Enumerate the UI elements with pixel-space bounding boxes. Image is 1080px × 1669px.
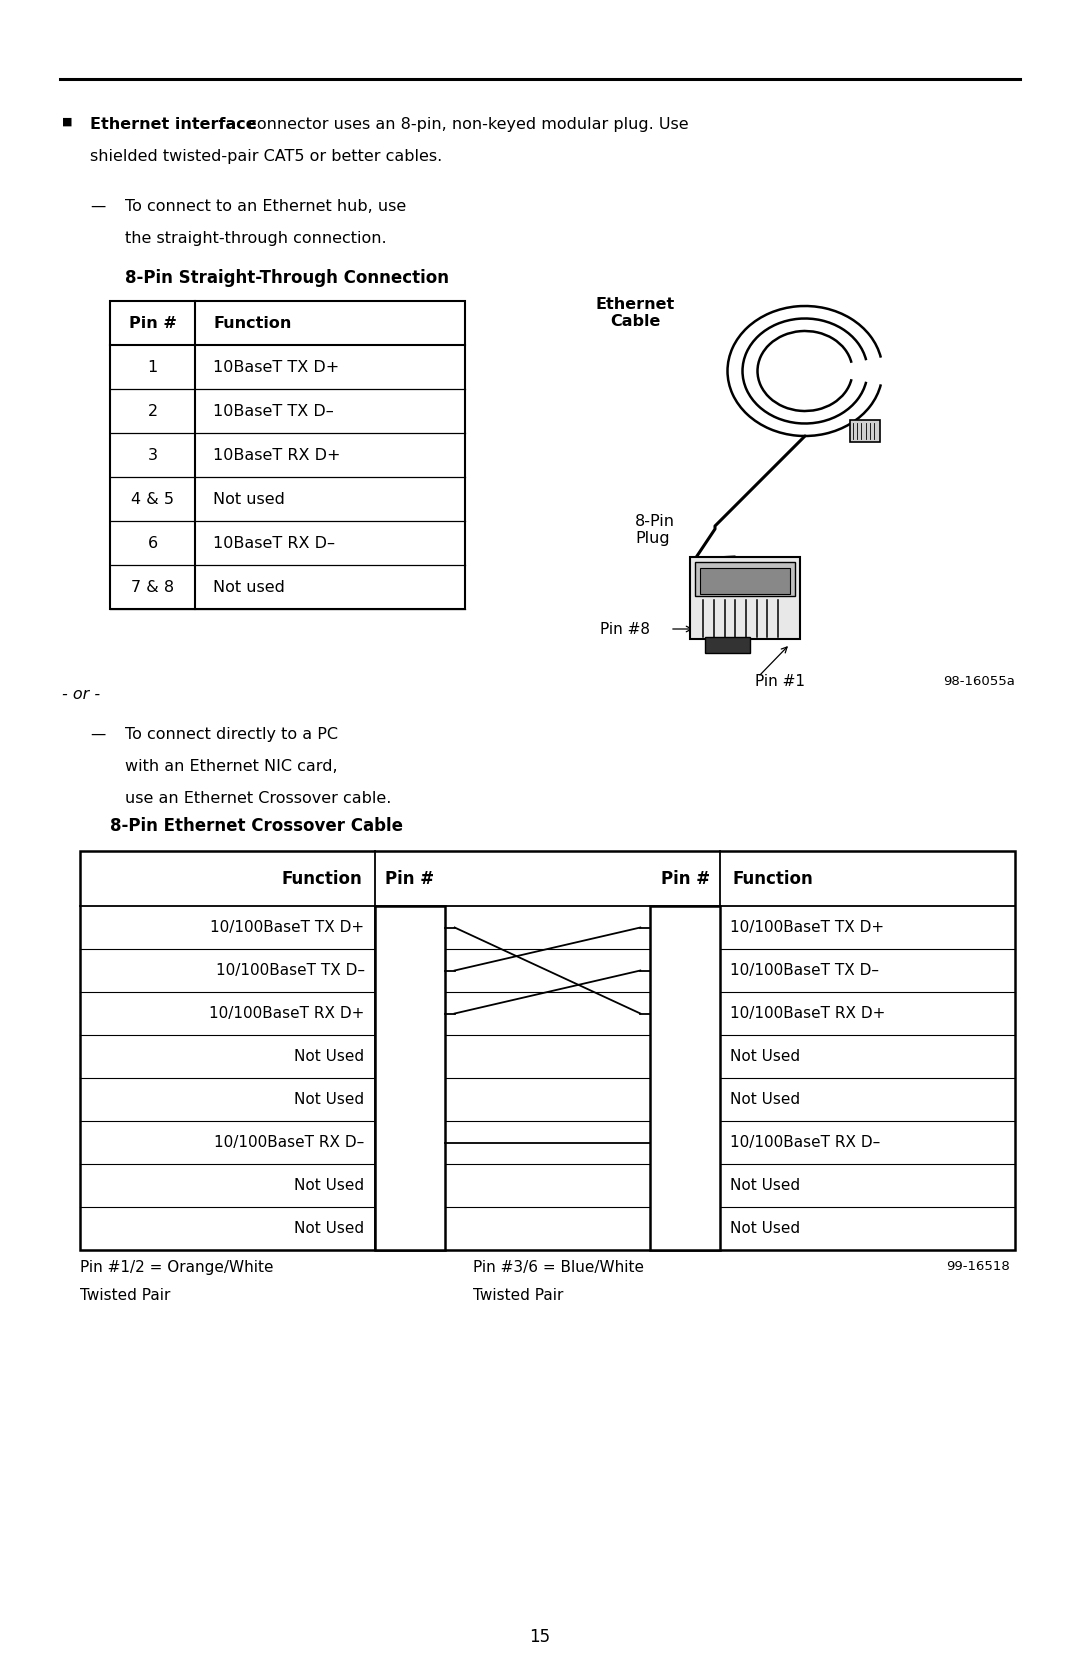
Text: Not Used: Not Used: [295, 1178, 365, 1193]
Text: Not Used: Not Used: [295, 1050, 365, 1065]
Text: Pin #3/6 = Blue/White: Pin #3/6 = Blue/White: [473, 1260, 644, 1275]
Text: 5: 5: [680, 1092, 690, 1107]
Text: 6: 6: [405, 1135, 415, 1150]
Text: 10/100BaseT RX D+: 10/100BaseT RX D+: [730, 1006, 886, 1021]
Text: 10BaseT TX D–: 10BaseT TX D–: [213, 404, 334, 419]
Text: Pin #: Pin #: [661, 870, 710, 888]
Text: 10/100BaseT RX D+: 10/100BaseT RX D+: [210, 1006, 365, 1021]
Text: Function: Function: [282, 870, 363, 888]
Text: Ethernet
Cable: Ethernet Cable: [595, 297, 675, 329]
Text: 10/100BaseT TX D–: 10/100BaseT TX D–: [216, 963, 365, 978]
Text: 2: 2: [148, 404, 158, 419]
Text: 2: 2: [680, 963, 690, 978]
Text: 10/100BaseT RX D–: 10/100BaseT RX D–: [214, 1135, 365, 1150]
Text: Not Used: Not Used: [295, 1222, 365, 1237]
Text: 3: 3: [148, 447, 158, 462]
Text: Pin #8: Pin #8: [600, 621, 650, 636]
Text: Not Used: Not Used: [730, 1092, 800, 1107]
Text: - or -: - or -: [62, 688, 100, 703]
Text: 6: 6: [148, 536, 158, 551]
Text: 10/100BaseT TX D+: 10/100BaseT TX D+: [730, 920, 885, 935]
Text: 15: 15: [529, 1627, 551, 1646]
Text: 1: 1: [680, 920, 690, 935]
Text: Not Used: Not Used: [730, 1178, 800, 1193]
Text: 10/100BaseT TX D+: 10/100BaseT TX D+: [211, 920, 365, 935]
Text: 5: 5: [405, 1092, 415, 1107]
Text: —: —: [90, 728, 105, 743]
Text: 10BaseT RX D–: 10BaseT RX D–: [213, 536, 335, 551]
Text: Not used: Not used: [213, 579, 285, 594]
Text: Pin #1: Pin #1: [755, 674, 805, 689]
Bar: [650, 906, 720, 1250]
Text: Not used: Not used: [213, 491, 285, 506]
Text: Pin #: Pin #: [129, 315, 176, 330]
Text: 8-Pin Ethernet Crossover Cable: 8-Pin Ethernet Crossover Cable: [110, 818, 403, 834]
Text: —: —: [90, 199, 105, 214]
Bar: [696, 562, 795, 596]
Bar: [690, 557, 800, 639]
Text: 99-16518: 99-16518: [946, 1260, 1010, 1273]
Text: 98-16055a: 98-16055a: [943, 674, 1015, 688]
Text: connector uses an 8-pin, non-keyed modular plug. Use: connector uses an 8-pin, non-keyed modul…: [243, 117, 689, 132]
Text: Not Used: Not Used: [730, 1222, 800, 1237]
Text: 4: 4: [405, 1050, 415, 1065]
Text: shielded twisted-pair CAT5 or better cables.: shielded twisted-pair CAT5 or better cab…: [90, 149, 442, 164]
Text: 8: 8: [405, 1222, 415, 1237]
Text: 6: 6: [680, 1135, 690, 1150]
Text: 1: 1: [147, 359, 158, 374]
Text: use an Ethernet Crossover cable.: use an Ethernet Crossover cable.: [125, 791, 391, 806]
Bar: [705, 638, 750, 653]
Text: Twisted Pair: Twisted Pair: [473, 1288, 563, 1303]
Text: the straight-through connection.: the straight-through connection.: [125, 230, 387, 245]
Text: Pin #: Pin #: [386, 870, 434, 888]
Text: 3: 3: [680, 1006, 690, 1021]
Bar: [375, 906, 445, 1250]
Text: 4: 4: [680, 1050, 690, 1065]
Text: 10BaseT RX D+: 10BaseT RX D+: [213, 447, 340, 462]
Text: Pin #1/2 = Orange/White: Pin #1/2 = Orange/White: [80, 1260, 273, 1275]
Text: Twisted Pair: Twisted Pair: [80, 1288, 171, 1303]
Text: To connect to an Ethernet hub, use: To connect to an Ethernet hub, use: [125, 199, 406, 214]
Text: ■: ■: [62, 117, 72, 127]
Bar: [110, 300, 465, 609]
Text: Ethernet interface: Ethernet interface: [90, 117, 257, 132]
Text: 7: 7: [405, 1178, 415, 1193]
Text: Not Used: Not Used: [730, 1050, 800, 1065]
Text: 1: 1: [405, 920, 415, 935]
Text: Not Used: Not Used: [295, 1092, 365, 1107]
Text: 10/100BaseT TX D–: 10/100BaseT TX D–: [730, 963, 879, 978]
Text: 10BaseT TX D+: 10BaseT TX D+: [213, 359, 339, 374]
Text: 10/100BaseT RX D–: 10/100BaseT RX D–: [730, 1135, 880, 1150]
Text: 8-Pin
Plug: 8-Pin Plug: [635, 514, 675, 546]
Bar: [80, 851, 1015, 1250]
Text: 8-Pin Straight-Through Connection: 8-Pin Straight-Through Connection: [125, 269, 449, 287]
Text: 7 & 8: 7 & 8: [131, 579, 174, 594]
Text: 8: 8: [680, 1222, 690, 1237]
Text: To connect directly to a PC: To connect directly to a PC: [125, 728, 338, 743]
Bar: [850, 421, 880, 442]
Text: 7: 7: [680, 1178, 690, 1193]
Text: Function: Function: [732, 870, 813, 888]
Text: 3: 3: [405, 1006, 415, 1021]
Bar: [700, 567, 789, 594]
Text: Function: Function: [213, 315, 292, 330]
Text: with an Ethernet NIC card,: with an Ethernet NIC card,: [125, 759, 338, 774]
Text: 2: 2: [405, 963, 415, 978]
Text: 4 & 5: 4 & 5: [131, 491, 174, 506]
